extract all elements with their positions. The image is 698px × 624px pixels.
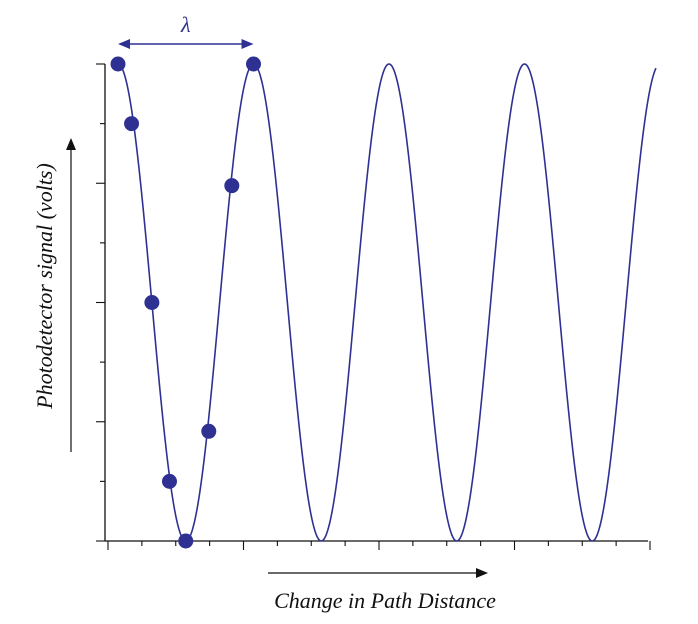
wavelength-marker: λ (118, 12, 254, 49)
data-point (224, 178, 240, 194)
data-point (201, 423, 217, 439)
y-axis-title-group: Photodetector signal (volts) (32, 138, 76, 452)
y-axis-direction-arrowhead (66, 138, 76, 150)
tick-marks (96, 63, 651, 550)
data-point (110, 56, 126, 72)
x-axis-title: Change in Path Distance (274, 588, 496, 613)
data-point (124, 116, 140, 132)
signal-curve (117, 63, 657, 542)
wavelength-label: λ (180, 12, 191, 37)
data-point (161, 473, 177, 489)
x-axis-direction-arrowhead (476, 568, 488, 578)
data-points (110, 56, 261, 549)
axes (104, 64, 648, 542)
x-axis-title-group: Change in Path Distance (268, 568, 496, 613)
data-point (178, 533, 194, 549)
data-point (246, 56, 261, 72)
data-point (144, 295, 160, 310)
wavelength-arrowhead-right (241, 39, 254, 49)
y-axis-title: Photodetector signal (volts) (32, 163, 57, 410)
wavelength-arrowhead-left (118, 39, 130, 49)
